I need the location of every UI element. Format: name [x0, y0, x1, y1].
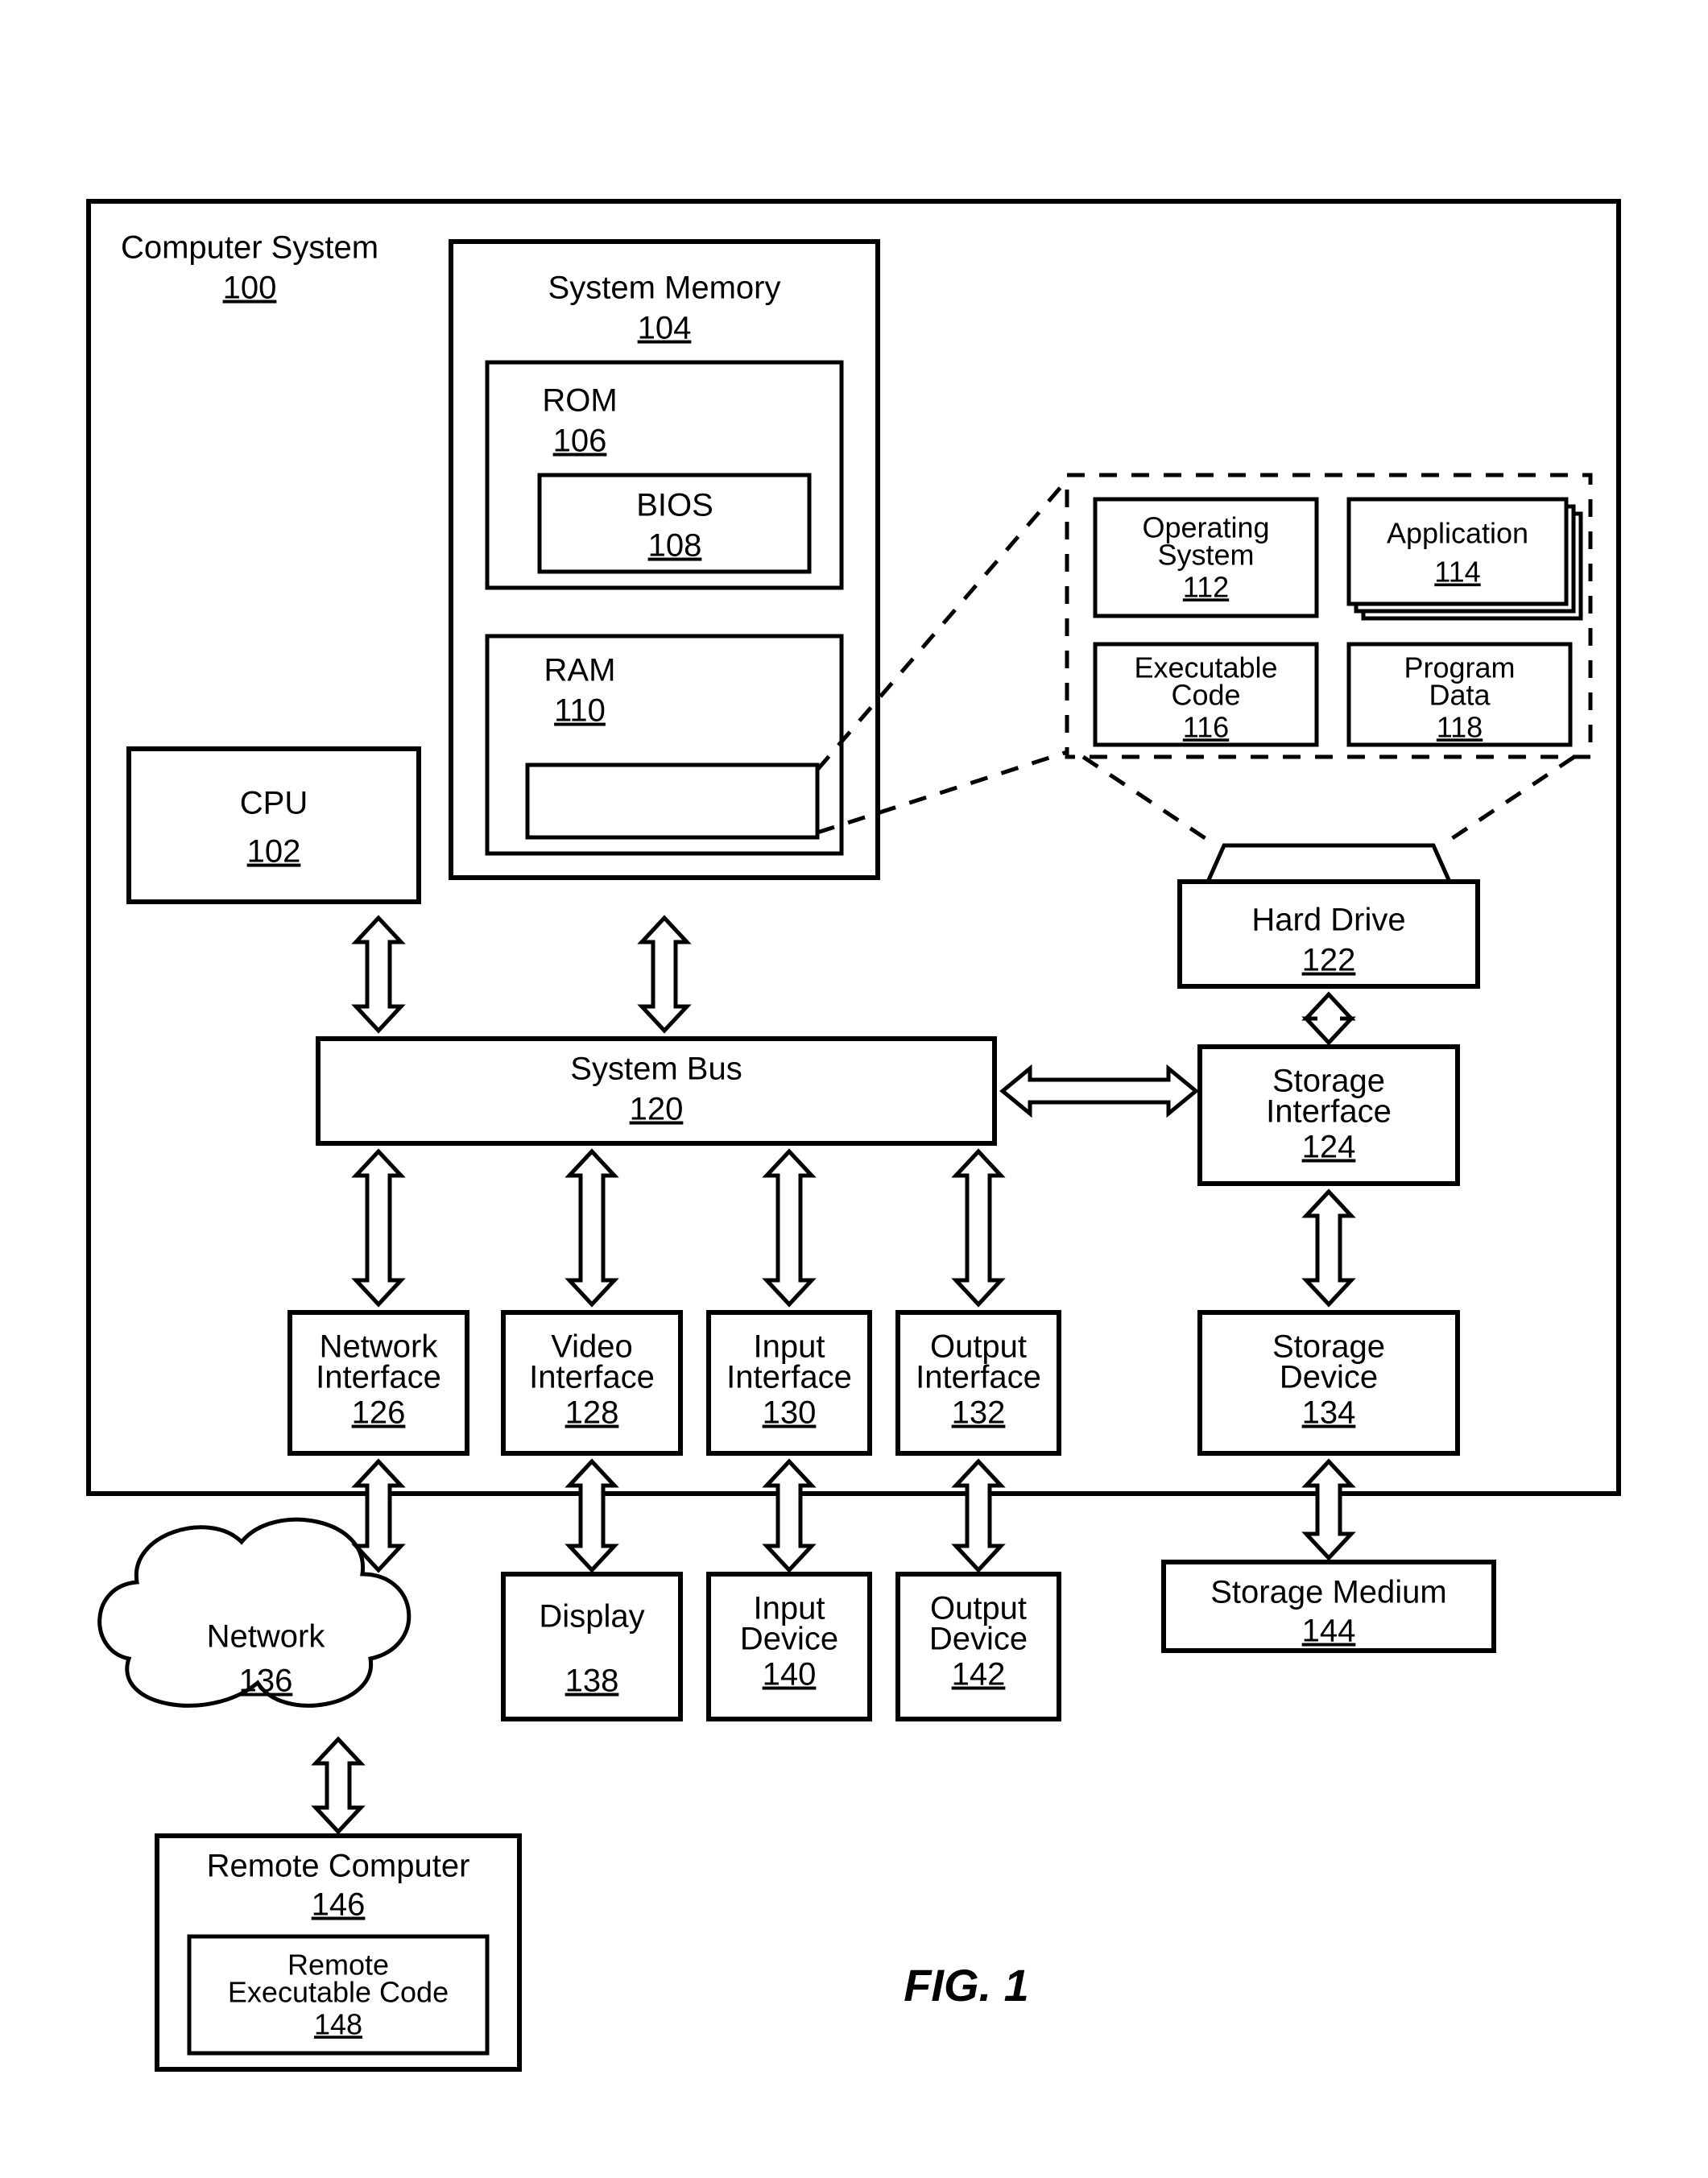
display-num: 138	[565, 1663, 619, 1699]
figure-caption: FIG. 1	[904, 1960, 1029, 2011]
bios-label: BIOS	[636, 488, 713, 523]
double-arrow-vertical	[642, 918, 687, 1031]
bios-num: 108	[648, 528, 702, 564]
system-bus-num: 120	[630, 1092, 684, 1127]
storage-medium-label: Storage Medium	[1210, 1575, 1446, 1610]
network-label: Network	[207, 1619, 326, 1655]
output-device-label2: Device	[929, 1622, 1028, 1657]
system-bus-label: System Bus	[570, 1052, 742, 1087]
remote-exec-label2: Executable Code	[228, 1976, 449, 2009]
double-arrow-vertical	[1306, 1461, 1351, 1558]
storage-interface-label2: Interface	[1266, 1094, 1392, 1130]
double-arrow-vertical	[569, 1461, 614, 1570]
display-label: Display	[539, 1599, 644, 1635]
leader-line	[1441, 757, 1574, 845]
pdata-label2: Data	[1429, 679, 1491, 712]
double-arrow-vertical	[956, 1461, 1001, 1570]
rom-label: ROM	[542, 383, 617, 419]
ram-inner-box	[527, 765, 817, 837]
system-memory-label: System Memory	[548, 271, 781, 306]
computer-system-num: 100	[223, 271, 277, 306]
storage-device-label2: Device	[1280, 1360, 1378, 1395]
double-arrow-vertical	[767, 1461, 812, 1570]
double-arrow-vertical	[356, 1151, 401, 1304]
leader-line	[817, 480, 1067, 770]
os-label2: System	[1157, 539, 1254, 572]
input-device-num: 140	[763, 1657, 817, 1692]
output-interface-label2: Interface	[916, 1360, 1041, 1395]
rom-num: 106	[553, 424, 607, 459]
output-device-num: 142	[952, 1657, 1006, 1692]
double-arrow-vertical	[1306, 1192, 1351, 1304]
network-num: 136	[239, 1663, 293, 1699]
storage-medium-num: 144	[1302, 1614, 1356, 1649]
remote-exec-num: 148	[314, 2007, 362, 2040]
double-arrow-vertical	[956, 1151, 1001, 1304]
exec-label2: Code	[1171, 679, 1240, 712]
os-num: 112	[1183, 570, 1229, 603]
system-memory-num: 104	[638, 311, 692, 346]
hard-drive-label: Hard Drive	[1251, 903, 1405, 938]
video-interface-label2: Interface	[529, 1360, 655, 1395]
cpu-label: CPU	[240, 786, 308, 821]
app-label: Application	[1387, 517, 1528, 550]
computer-system-label: Computer System	[121, 230, 378, 266]
storage-device-num: 134	[1302, 1395, 1356, 1431]
output-interface-num: 132	[952, 1395, 1006, 1431]
cpu-box	[129, 749, 419, 902]
double-arrow-vertical	[1306, 994, 1351, 1043]
double-arrow-horizontal	[1003, 1068, 1196, 1114]
network-interface-num: 126	[352, 1395, 406, 1431]
hard-drive-num: 122	[1302, 943, 1356, 978]
ram-box	[487, 636, 842, 853]
remote-computer-num: 146	[312, 1887, 366, 1923]
input-device-label2: Device	[740, 1622, 838, 1657]
leader-line	[817, 752, 1067, 833]
video-interface-num: 128	[565, 1395, 619, 1431]
double-arrow-vertical	[316, 1739, 361, 1832]
double-arrow-vertical	[356, 918, 401, 1031]
remote-computer-label: Remote Computer	[207, 1849, 470, 1884]
double-arrow-vertical	[356, 1461, 401, 1570]
ram-label: RAM	[544, 653, 616, 688]
input-interface-label2: Interface	[726, 1360, 852, 1395]
input-interface-num: 130	[763, 1395, 817, 1431]
network-interface-label2: Interface	[316, 1360, 441, 1395]
hard-drive-top	[1208, 845, 1450, 882]
double-arrow-vertical	[767, 1151, 812, 1304]
cpu-num: 102	[247, 834, 301, 870]
app-num: 114	[1434, 556, 1480, 589]
double-arrow-vertical	[569, 1151, 614, 1304]
storage-interface-num: 124	[1302, 1130, 1356, 1165]
leader-line	[1083, 757, 1216, 845]
exec-num: 116	[1183, 710, 1229, 743]
ram-num: 110	[554, 693, 606, 729]
pdata-num: 118	[1437, 710, 1483, 743]
